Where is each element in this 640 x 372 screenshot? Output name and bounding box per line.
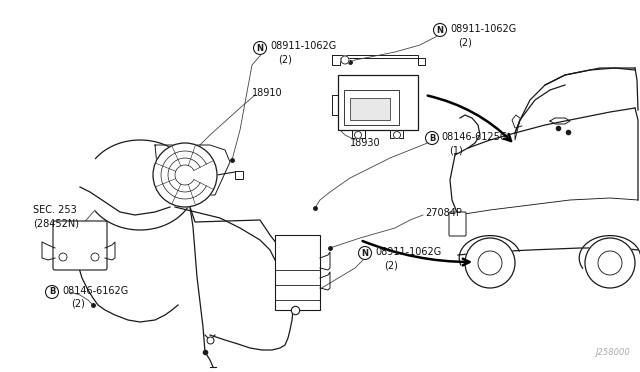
FancyBboxPatch shape <box>53 221 107 270</box>
Text: (28452N): (28452N) <box>33 218 79 228</box>
Text: N: N <box>257 44 264 52</box>
Text: B: B <box>429 134 435 142</box>
Text: N: N <box>362 248 369 257</box>
Text: (2): (2) <box>384 260 398 270</box>
Text: (2): (2) <box>71 299 85 309</box>
Circle shape <box>433 23 447 36</box>
Circle shape <box>153 143 217 207</box>
Circle shape <box>45 285 58 298</box>
Text: 27084P: 27084P <box>425 208 462 218</box>
Circle shape <box>253 42 266 55</box>
FancyBboxPatch shape <box>338 75 418 130</box>
Text: N: N <box>436 26 444 35</box>
Circle shape <box>358 247 371 260</box>
Circle shape <box>394 131 401 138</box>
Circle shape <box>355 131 362 138</box>
Circle shape <box>341 56 349 64</box>
Text: 08911-1062G: 08911-1062G <box>450 24 516 34</box>
Text: 08146-6125G: 08146-6125G <box>441 132 508 142</box>
FancyBboxPatch shape <box>275 235 320 310</box>
Text: SEC. 253: SEC. 253 <box>33 205 77 215</box>
Text: J258000: J258000 <box>595 348 630 357</box>
Text: 08146-6162G: 08146-6162G <box>62 286 128 296</box>
Text: B: B <box>49 288 55 296</box>
FancyBboxPatch shape <box>350 98 390 120</box>
FancyBboxPatch shape <box>344 90 399 125</box>
Text: (2): (2) <box>458 37 472 47</box>
FancyBboxPatch shape <box>449 212 466 236</box>
Text: (2): (2) <box>278 54 292 64</box>
Text: 18910: 18910 <box>252 88 283 98</box>
Polygon shape <box>155 145 230 195</box>
Circle shape <box>426 131 438 144</box>
Circle shape <box>585 238 635 288</box>
Circle shape <box>465 238 515 288</box>
Circle shape <box>91 253 99 261</box>
Text: (1): (1) <box>449 145 463 155</box>
Circle shape <box>59 253 67 261</box>
FancyBboxPatch shape <box>235 171 243 179</box>
Text: 08911-1062G: 08911-1062G <box>270 41 336 51</box>
Text: 08911-1062G: 08911-1062G <box>375 247 441 257</box>
Text: 18930: 18930 <box>350 138 381 148</box>
